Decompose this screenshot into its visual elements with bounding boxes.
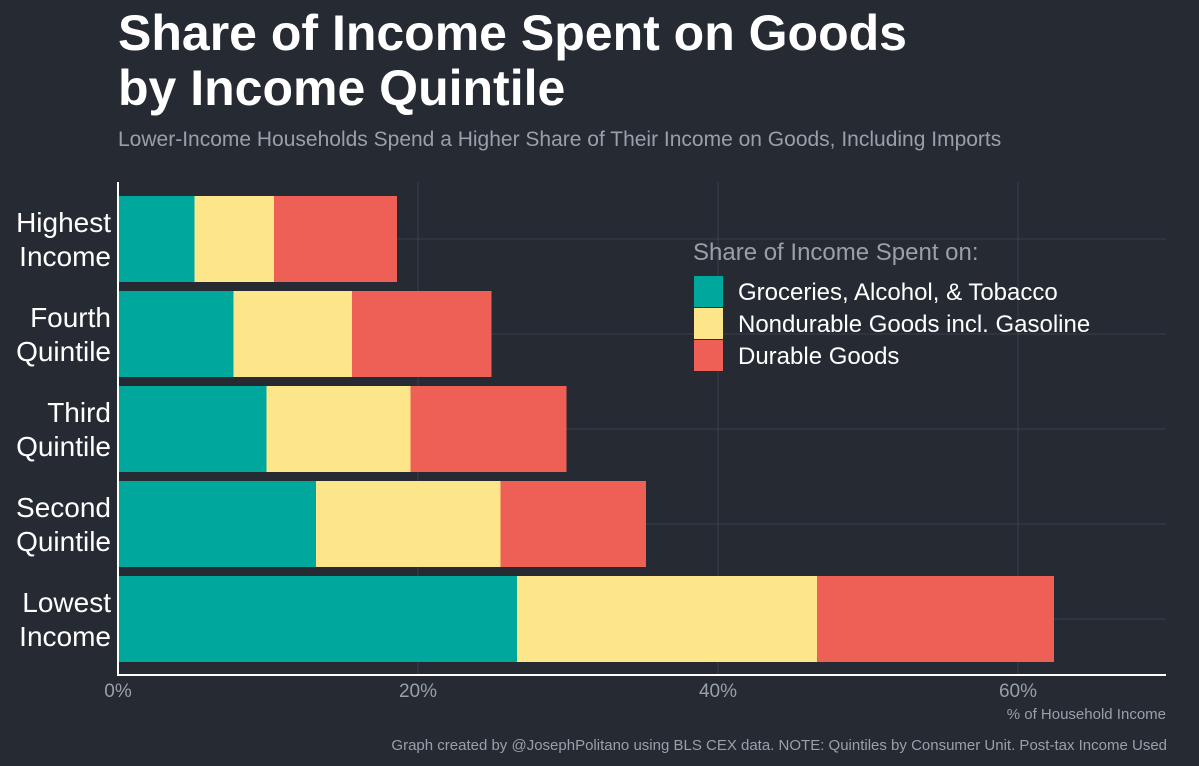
x-axis-ticks: 0% 20% 40% 60% <box>104 681 1037 702</box>
x-tick-label-0: 0% <box>104 681 132 702</box>
chart-title-line-2: by Income Quintile <box>118 60 566 116</box>
bar-second-quintile-series-2 <box>500 481 646 567</box>
bar-third-quintile-series-2 <box>410 386 567 472</box>
chart-subtitle: Lower-Income Households Spend a Higher S… <box>118 128 1002 151</box>
bar-fourth-quintile-series-2 <box>352 291 492 377</box>
bar-lowest-income-series-0 <box>118 576 517 662</box>
chart-title-line-1: Share of Income Spent on Goods <box>118 5 907 61</box>
x-tick-label-60: 60% <box>999 681 1037 702</box>
bar-highest-income-series-1 <box>194 196 274 282</box>
bar-lowest-income-series-1 <box>517 576 817 662</box>
x-tick-label-20: 20% <box>399 681 437 702</box>
source-caption: Graph created by @JosephPolitano using B… <box>391 737 1167 754</box>
chart-title: Share of Income Spent on Goods by Income… <box>118 6 1118 116</box>
y-label-3-line-0: Second <box>16 492 111 523</box>
y-label-1: Fourth Quintile <box>16 302 111 367</box>
bar-fourth-quintile-series-1 <box>233 291 352 377</box>
y-label-4-line-1: Income <box>19 621 111 652</box>
y-label-1-line-1: Quintile <box>16 336 111 367</box>
bar-highest-income-series-0 <box>118 196 195 282</box>
y-label-1-line-0: Fourth <box>30 302 111 333</box>
x-tick-label-40: 40% <box>699 681 737 702</box>
y-label-0-line-0: Highest <box>16 207 111 238</box>
y-label-4-line-0: Lowest <box>22 587 111 618</box>
legend-label-0: Groceries, Alcohol, & Tobacco <box>738 279 1058 306</box>
bar-lowest-income-series-2 <box>817 576 1054 662</box>
legend: Share of Income Spent on: Groceries, Alc… <box>693 239 1090 371</box>
bars <box>118 196 1054 662</box>
y-label-3-line-1: Quintile <box>16 526 111 557</box>
y-label-2-line-0: Third <box>47 397 111 428</box>
bar-third-quintile-series-0 <box>118 386 267 472</box>
y-label-0-line-1: Income <box>19 241 111 272</box>
y-label-2: Third Quintile <box>16 397 111 462</box>
axes <box>117 182 1166 676</box>
x-axis-title: % of Household Income <box>1007 706 1166 723</box>
legend-swatch-2 <box>694 340 723 371</box>
y-label-3: Second Quintile <box>16 492 111 557</box>
bar-third-quintile-series-1 <box>266 386 411 472</box>
legend-label-1: Nondurable Goods incl. Gasoline <box>738 311 1090 338</box>
bar-second-quintile-series-0 <box>118 481 316 567</box>
bar-highest-income-series-2 <box>274 196 397 282</box>
legend-swatch-0 <box>694 276 723 307</box>
bar-fourth-quintile-series-0 <box>118 291 234 377</box>
y-label-0: Highest Income <box>16 207 111 272</box>
legend-swatch-1 <box>694 308 723 339</box>
legend-label-2: Durable Goods <box>738 343 899 370</box>
bar-second-quintile-series-1 <box>316 481 501 567</box>
legend-title: Share of Income Spent on: <box>693 239 979 266</box>
y-label-2-line-1: Quintile <box>16 431 111 462</box>
y-label-4: Lowest Income <box>19 587 111 652</box>
